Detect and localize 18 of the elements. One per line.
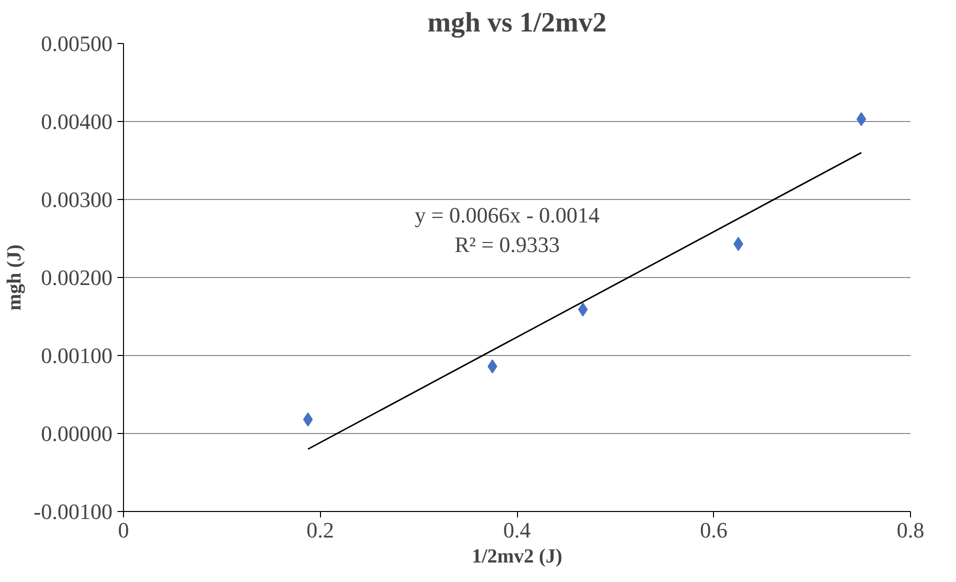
x-tick-label: 0.2 — [306, 518, 334, 542]
y-tick-label: 0.00200 — [41, 265, 112, 290]
chart-title: mgh vs 1/2mv2 — [428, 8, 606, 38]
y-tick-label: 0.00400 — [41, 109, 112, 134]
y-axis-title: mgh (J) — [4, 244, 26, 311]
y-tick-label: -0.00100 — [34, 499, 112, 524]
y-tick-label: 0.00100 — [41, 343, 112, 368]
x-tick-label: 0.8 — [896, 518, 924, 542]
point — [856, 112, 866, 126]
x-tick-label: 0 — [118, 518, 129, 542]
annotation: R² = 0.9333 — [454, 232, 560, 258]
y-tick-label: 0.00500 — [41, 31, 112, 56]
y-tick-label: 0.00300 — [41, 187, 112, 212]
x-tick-label: 0.4 — [503, 518, 531, 542]
x-axis-title: 1/2mv2 (J) — [472, 546, 562, 568]
x-tick-label: 0.6 — [700, 518, 728, 542]
y-tick-label: 0.00000 — [41, 421, 112, 446]
annotation: y = 0.0066x - 0.0014 — [414, 202, 600, 228]
